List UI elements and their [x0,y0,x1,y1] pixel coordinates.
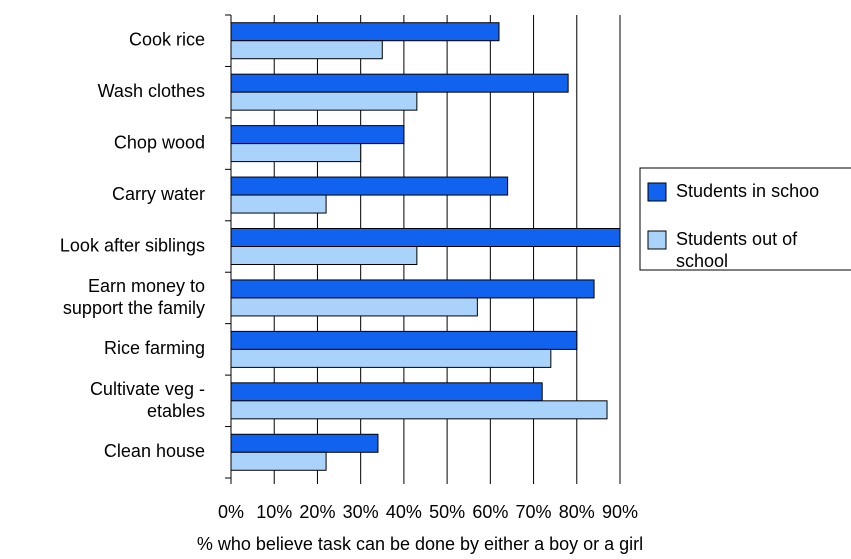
bar [230,176,509,196]
x-axis-title: % who believe task can be done by either… [197,534,643,554]
bar [230,451,327,471]
y-tick-label: Wash clothes [98,81,205,101]
x-tick-label: 0% [218,502,244,522]
bar [230,348,552,368]
y-tick-label: Rice farming [104,338,205,358]
legend-box [639,167,851,271]
bar [230,433,379,453]
legend-label: Students out of school [676,229,798,271]
legend-label: Students in schoo [676,181,819,201]
bar [230,73,569,93]
y-tick-label: Carry water [112,184,205,204]
bar [230,125,405,145]
x-tick-label: 90% [602,502,638,522]
bar [230,297,478,317]
bar [230,22,500,42]
y-tick-label: Chop wood [114,132,205,152]
y-tick-label: Clean house [104,441,205,461]
bar [230,143,362,163]
legend-swatch [647,182,667,202]
bar [230,40,383,60]
bar [230,330,578,350]
x-tick-label: 40% [386,502,422,522]
y-tick-label: Look after siblings [60,235,205,255]
bar [230,382,543,402]
x-tick-label: 10% [256,502,292,522]
y-tick-label: Cook rice [129,29,205,49]
x-tick-label: 50% [429,502,465,522]
x-tick-label: 60% [472,502,508,522]
bar [230,279,595,299]
bar [230,228,621,247]
y-tick-label: Cultivate veg -etables [90,379,205,421]
x-tick-label: 80% [559,502,595,522]
x-tick-label: 20% [299,502,335,522]
bar [230,246,418,265]
x-tick-label: 30% [343,502,379,522]
bar [230,91,418,111]
y-tick-label: Earn money to support the family [63,276,205,318]
legend-swatch [647,230,667,250]
bar [230,194,327,214]
bar [230,400,608,420]
x-tick-label: 70% [516,502,552,522]
